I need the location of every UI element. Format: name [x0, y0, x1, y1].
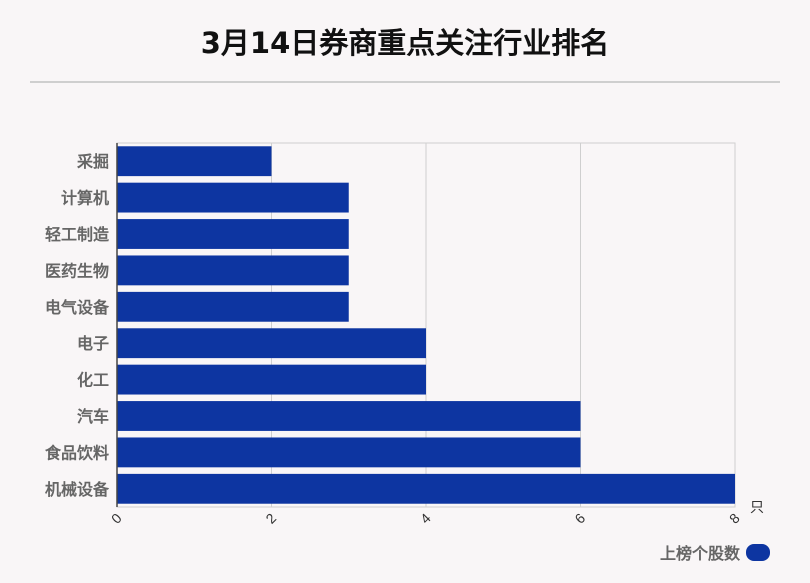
- category-label: 化工: [77, 371, 109, 390]
- category-label: 机械设备: [45, 480, 110, 499]
- bar: [117, 401, 581, 431]
- category-label: 采掘: [76, 152, 109, 171]
- bar: [117, 255, 349, 286]
- bar: [117, 182, 349, 213]
- chart-title: 3月14日券商重点关注行业排名: [200, 26, 610, 60]
- category-label: 电子: [77, 334, 109, 353]
- bar: [117, 219, 349, 249]
- bar: [117, 328, 426, 359]
- x-tick-label: 6: [571, 510, 588, 527]
- bar: [117, 146, 272, 177]
- legend[interactable]: 上榜个股数: [660, 540, 770, 564]
- bar: [117, 473, 735, 504]
- legend-swatch: [746, 543, 770, 561]
- legend-label: 上榜个股数: [659, 544, 740, 563]
- category-label: 轻工制造: [45, 225, 110, 244]
- category-label: 计算机: [61, 189, 109, 208]
- bar: [117, 291, 349, 322]
- x-unit-label: 只: [750, 500, 764, 516]
- bar: [117, 364, 426, 395]
- bar: [117, 437, 581, 468]
- x-tick-label: 0: [108, 510, 125, 527]
- x-tick-label: 2: [262, 510, 279, 527]
- category-label: 医药生物: [45, 261, 109, 280]
- category-label: 食品饮料: [44, 443, 109, 462]
- category-label: 电气设备: [45, 298, 110, 317]
- x-tick-label: 8: [726, 510, 743, 527]
- x-tick-label: 4: [417, 510, 434, 527]
- category-label: 汽车: [77, 407, 109, 426]
- title-divider: [30, 81, 780, 83]
